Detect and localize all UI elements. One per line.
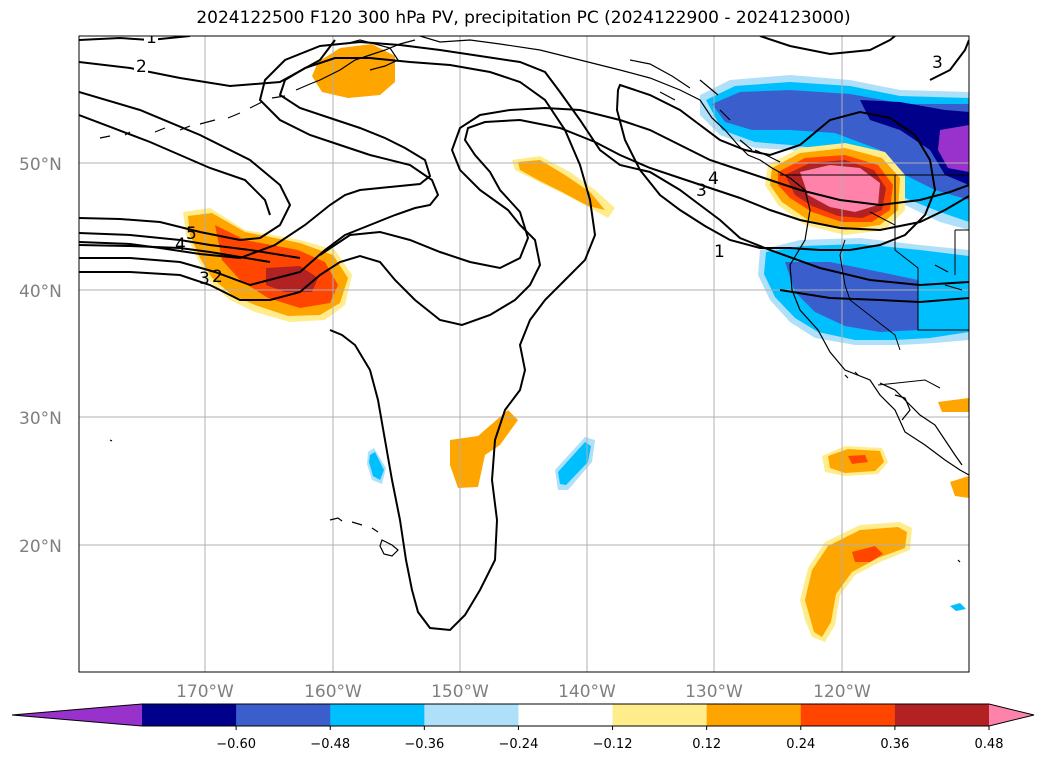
precip-anomaly-positive	[950, 476, 969, 498]
pv-contour	[929, 39, 969, 81]
lat-label: 40°N	[19, 282, 62, 302]
precip-anomaly-positive	[848, 455, 868, 464]
colorbar-tick-label: −0.36	[404, 737, 444, 752]
lon-label: 130°W	[685, 682, 743, 702]
lon-label: 160°W	[304, 682, 362, 702]
precip-anomaly-positive	[852, 546, 883, 562]
pv-contour	[79, 114, 271, 216]
pv-contour-label: 2	[136, 57, 147, 77]
pv-contour	[79, 36, 191, 42]
pv-contour-label: 3	[696, 181, 707, 201]
precip-anomaly-negative	[938, 125, 969, 172]
colorbar-tick-label: −0.24	[499, 737, 539, 752]
precip-anomaly-positive	[266, 266, 318, 292]
pv-contour-label: 3	[932, 53, 943, 73]
map-title: 2024122500 F120 300 hPa PV, precipitatio…	[196, 8, 851, 28]
pv-contour	[79, 40, 969, 287]
pv-contour	[779, 289, 969, 304]
pv-contour	[79, 39, 336, 88]
colorbar-tick-label: −0.60	[216, 737, 256, 752]
colorbar-extend-min	[12, 704, 142, 726]
colorbar-swatch	[330, 704, 425, 726]
pv-contour	[79, 57, 597, 632]
pv-contour-label: 1	[146, 28, 157, 48]
colorbar-swatch	[518, 704, 614, 726]
colorbar-tick-label: 0.12	[692, 737, 721, 752]
lon-label: 140°W	[558, 682, 616, 702]
precip-anomaly-negative	[860, 100, 969, 185]
pv-contour-label: 4	[175, 235, 186, 255]
lon-label: 170°W	[176, 682, 234, 702]
colorbar-tick-label: 0.48	[975, 737, 1004, 752]
colorbar-swatch	[236, 704, 331, 726]
colorbar-outline	[11, 703, 1035, 727]
colorbar-swatch	[142, 704, 237, 726]
lat-label: 30°N	[19, 409, 62, 429]
pv-contour	[79, 244, 271, 263]
precip-anomaly-negative	[369, 452, 384, 480]
colorbar-extend-max	[989, 704, 1034, 726]
pv-contour-label: 2	[212, 267, 223, 287]
lon-labels: 170°W 160°W 150°W 140°W 130°W 120°W	[176, 682, 871, 702]
colorbar-tick-label: 0.36	[880, 737, 909, 752]
pv-contour	[615, 83, 937, 251]
lon-label: 120°W	[813, 682, 871, 702]
map-frame	[78, 35, 970, 673]
precip-anomaly-positive	[800, 165, 880, 212]
pv-contours	[79, 36, 969, 632]
pv-contour-label: 5	[186, 224, 197, 244]
precip-anomaly-positive	[518, 160, 605, 210]
pv-contour	[319, 118, 969, 270]
lat-labels: 50°N 40°N 30°N 20°N	[19, 155, 62, 557]
colorbar: −0.60 −0.48 −0.36 −0.24 −0.12 0.12 0.24 0.36 0.4…	[11, 703, 1035, 752]
colorbar-swatch	[894, 704, 990, 726]
pv-contour	[79, 106, 969, 327]
colorbar-swatch	[612, 704, 708, 726]
pv-contour	[759, 36, 896, 56]
lat-label: 50°N	[19, 155, 62, 175]
lat-label: 20°N	[19, 537, 62, 557]
precip-anomaly-negative	[558, 442, 591, 485]
pv-contour-label: 1	[714, 242, 725, 262]
colorbar-tick-label: −0.48	[310, 737, 350, 752]
colorbar-swatch	[800, 704, 896, 726]
colorbar-tick-label: −0.12	[593, 737, 633, 752]
colorbar-swatch	[424, 704, 519, 726]
precip-anomaly-negative	[950, 603, 966, 611]
precip-anomaly-positive	[450, 410, 518, 488]
pv-contour-labels: 1 2 3 4 5 1 3 4 2 3	[134, 28, 943, 289]
pv-contour-label: 3	[199, 269, 210, 289]
precip-anomaly-negative	[785, 262, 918, 332]
pv-contour-label: 4	[708, 169, 719, 189]
precip-anomaly-positive	[938, 398, 969, 412]
colorbar-swatch	[706, 704, 802, 726]
lon-label: 150°W	[431, 682, 489, 702]
pv-contour	[79, 91, 292, 242]
coastlines	[99, 36, 969, 563]
colorbar-tick-label: 0.24	[786, 737, 815, 752]
